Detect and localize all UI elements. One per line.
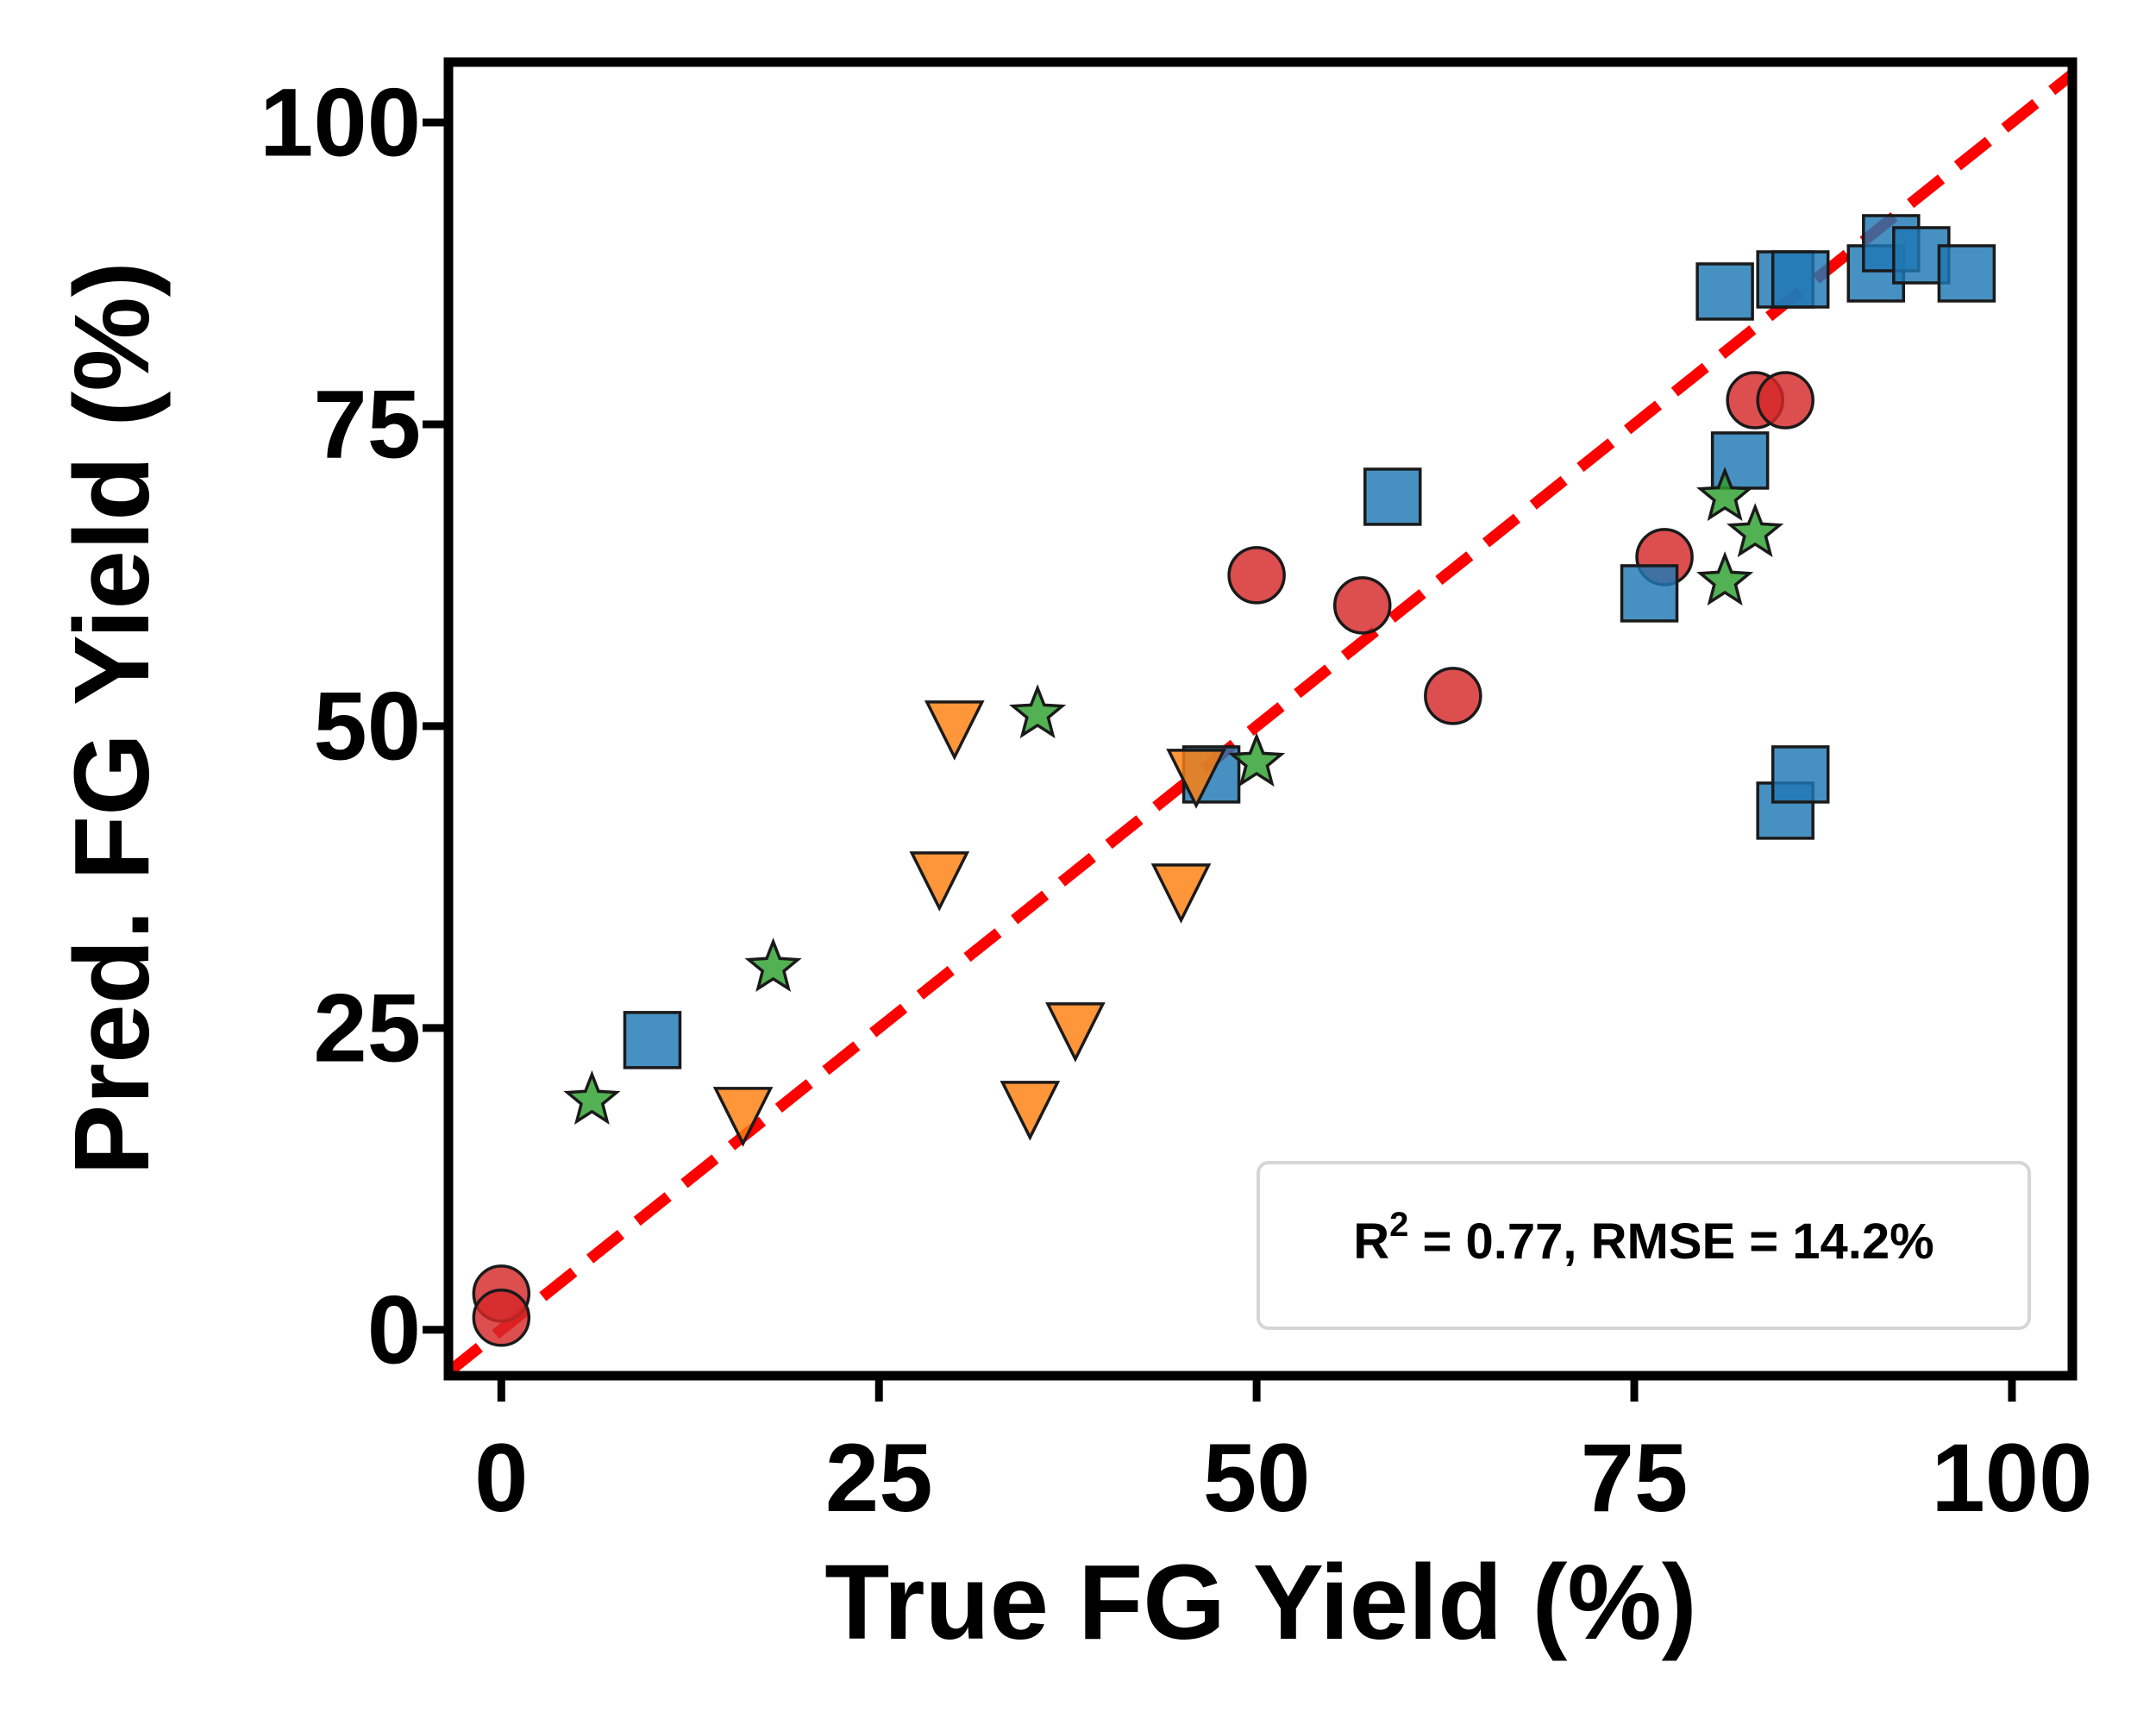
x-tick-label: 75 [1581, 1424, 1689, 1532]
y-tick-label: 75 [313, 370, 421, 478]
annotation-text: = 0.77, RMSE = 14.2% [1408, 1214, 1934, 1270]
data-points [472, 214, 1996, 1347]
data-point-triangle [712, 1087, 774, 1147]
x-tick-label: 25 [825, 1424, 933, 1532]
r2-superscript: 2 [1389, 1206, 1408, 1244]
data-point-square [1695, 262, 1754, 321]
data-point-star [744, 938, 802, 992]
y-axis-label: Pred. FG Yield (%) [53, 261, 172, 1175]
data-point-circle [1227, 546, 1286, 605]
legend-annotation: R2 = 0.77, RMSE = 14.2% [1353, 1206, 1934, 1270]
x-tick-label: 50 [1203, 1424, 1311, 1532]
data-point-square [1771, 745, 1830, 804]
data-point-triangle [1166, 749, 1226, 809]
data-point-triangle [1045, 1002, 1106, 1063]
data-point-square [1937, 244, 1996, 303]
x-axis-ticks: 0 25 50 75 100 [474, 1380, 2092, 1532]
x-tick-label: 100 [1931, 1424, 2092, 1532]
y-tick-label: 100 [260, 68, 421, 176]
data-point-star [1696, 467, 1754, 522]
x-axis-label: True FG Yield (%) [824, 1544, 1697, 1662]
data-point-triangle [924, 700, 985, 761]
data-point-star [1696, 551, 1754, 606]
y-tick-label: 50 [313, 672, 421, 780]
data-point-square [1363, 467, 1422, 526]
reference-line [444, 69, 2077, 1377]
y-axis-ticks: 0 25 50 75 100 [260, 68, 444, 1383]
data-point-square [623, 1011, 682, 1070]
data-point-star [1228, 732, 1286, 787]
legend-frame [1257, 1161, 2031, 1330]
x-tick-label: 0 [474, 1424, 528, 1532]
data-point-circle [1756, 371, 1814, 430]
data-point-star [1727, 503, 1784, 558]
r2-label: R [1353, 1214, 1389, 1270]
y-tick-label: 0 [367, 1276, 421, 1383]
data-point-circle [1424, 667, 1482, 725]
plot-frame [443, 57, 2078, 1381]
y-tick-label: 25 [313, 974, 421, 1082]
legend-box: R2 = 0.77, RMSE = 14.2% [1257, 1161, 2031, 1330]
data-point-star [563, 1070, 621, 1125]
data-point-star [1009, 684, 1067, 739]
data-point-square [1771, 250, 1830, 309]
data-point-circle [472, 1289, 531, 1347]
data-point-triangle [1150, 863, 1212, 924]
data-point-square [1620, 564, 1679, 623]
data-point-triangle [1000, 1081, 1061, 1141]
data-point-circle [1332, 576, 1392, 635]
data-point-triangle [909, 851, 970, 912]
reference-line-layer [444, 69, 2077, 1377]
